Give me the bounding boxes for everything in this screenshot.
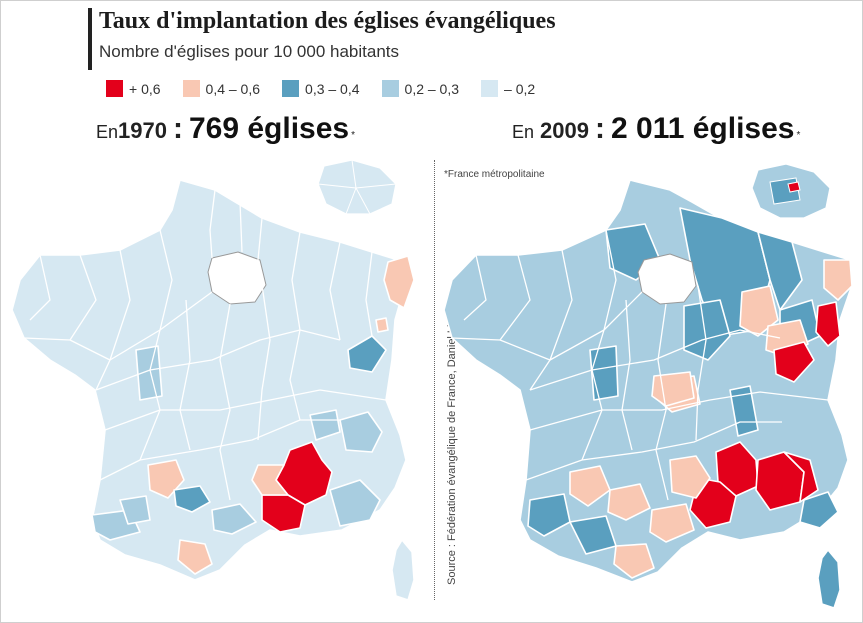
dept-salmon-tarn-2009: [607, 483, 651, 521]
figure-title: Taux d'implantation des églises évangéli…: [99, 8, 556, 34]
dept-salmon-alsace-north-2009: [823, 259, 853, 301]
dept-borders-1970: [23, 189, 387, 501]
headline-1970-separator: :: [172, 112, 183, 145]
legend-swatch-mid: [282, 80, 300, 97]
dept-alsace-1970: [383, 255, 415, 309]
dept-lightblue-vaucluse-1970: [309, 409, 341, 441]
dept-salmon-ariege-2009: [613, 543, 655, 579]
dept-red-alpes-2009: [783, 451, 819, 503]
paris-inset-borders-1970: [317, 159, 397, 215]
headline-2009-separator: :: [594, 112, 605, 145]
dept-salmon-ariege-1970: [177, 539, 213, 575]
dept-doubs-1970: [347, 335, 387, 373]
legend-swatch-mid-high: [182, 80, 200, 97]
dept-blue-burgundy-2009: [683, 299, 731, 361]
legend-item-mid: 0,3 – 0,4: [282, 80, 360, 97]
dept-salmon-gironde-2009: [569, 465, 611, 507]
dept-salmon-ardeche-1970: [251, 464, 289, 496]
headline-2009-star: *: [796, 130, 801, 141]
legend-item-mid-high: 0,4 – 0,6: [182, 80, 261, 97]
headline-1970: En 1970 : 769 églises *: [96, 112, 355, 146]
dept-red-haut-rhin-2009: [815, 301, 841, 347]
headline-1970-prefix: En: [96, 122, 119, 142]
paris-city-2009: [787, 181, 801, 193]
dept-salmon-herault-2009: [649, 503, 695, 543]
headline-2009: En 2009 : 2 011 églises *: [512, 112, 800, 146]
paris-inset-1970: [317, 159, 397, 215]
figure-subtitle: Nombre d'églises pour 10 000 habitants: [99, 42, 399, 61]
dept-lightblue-center-1970: [135, 345, 163, 401]
legend-item-lowest: – 0,2: [481, 80, 535, 97]
headline-1970-year: 1970: [118, 118, 167, 143]
legend-item-high: + 0,6: [106, 80, 161, 97]
map-1970: [11, 159, 415, 601]
corsica-2009: [817, 548, 841, 609]
legend-swatch-high: [106, 80, 123, 97]
headline-1970-star: *: [351, 130, 356, 141]
corsica-1970: [391, 538, 415, 601]
footnote: *France métropolitaine: [444, 169, 545, 180]
dept-blue-lorraine-2009: [757, 231, 803, 311]
legend-label-low: 0,2 – 0,3: [404, 80, 460, 97]
legend: + 0,6 0,4 – 0,6 0,3 – 0,4 0,2 – 0,3 – 0,…: [106, 80, 557, 97]
title-accent-bar: [88, 8, 92, 70]
legend-swatch-low: [381, 80, 399, 97]
dept-blue-center-2009: [589, 345, 619, 401]
dept-lightblue-isere-1970: [339, 411, 383, 453]
map-2009: [443, 163, 853, 609]
dept-salmon-aveyron-2009: [669, 455, 711, 499]
legend-swatch-lowest: [481, 80, 499, 97]
dept-lightblue-var-1970: [329, 479, 381, 527]
legend-label-mid-high: 0,4 – 0,6: [205, 80, 261, 97]
headline-2009-year: 2009: [540, 118, 589, 143]
dept-red-doubs-2009: [773, 341, 815, 383]
dept-borders-2009: [451, 229, 829, 501]
dept-blue-landes-1970: [173, 485, 211, 513]
dept-lightblue-aude-1970: [211, 503, 257, 535]
dept-lightblue-aquitaine-1970: [119, 495, 151, 525]
paris-region-2009: [637, 253, 697, 305]
dept-salmon-vienne-2009: [651, 371, 695, 407]
map-divider: [434, 160, 435, 600]
legend-item-low: 0,2 – 0,3: [381, 80, 460, 97]
dept-blue-var-2009: [799, 491, 839, 529]
legend-label-high: + 0,6: [129, 80, 161, 97]
headline-2009-prefix: En: [512, 122, 535, 142]
dept-territoire-belfort-1970: [375, 317, 389, 333]
headline-2009-count: 2 011 églises: [610, 112, 795, 145]
legend-label-lowest: – 0,2: [504, 80, 536, 97]
legend-label-mid: 0,3 – 0,4: [305, 80, 360, 97]
dept-blue-landes-2009: [527, 493, 571, 537]
dept-blue-pyrenees-2009: [569, 515, 617, 555]
paris-region-1970: [207, 251, 267, 305]
headline-1970-count: 769 églises: [188, 112, 350, 145]
